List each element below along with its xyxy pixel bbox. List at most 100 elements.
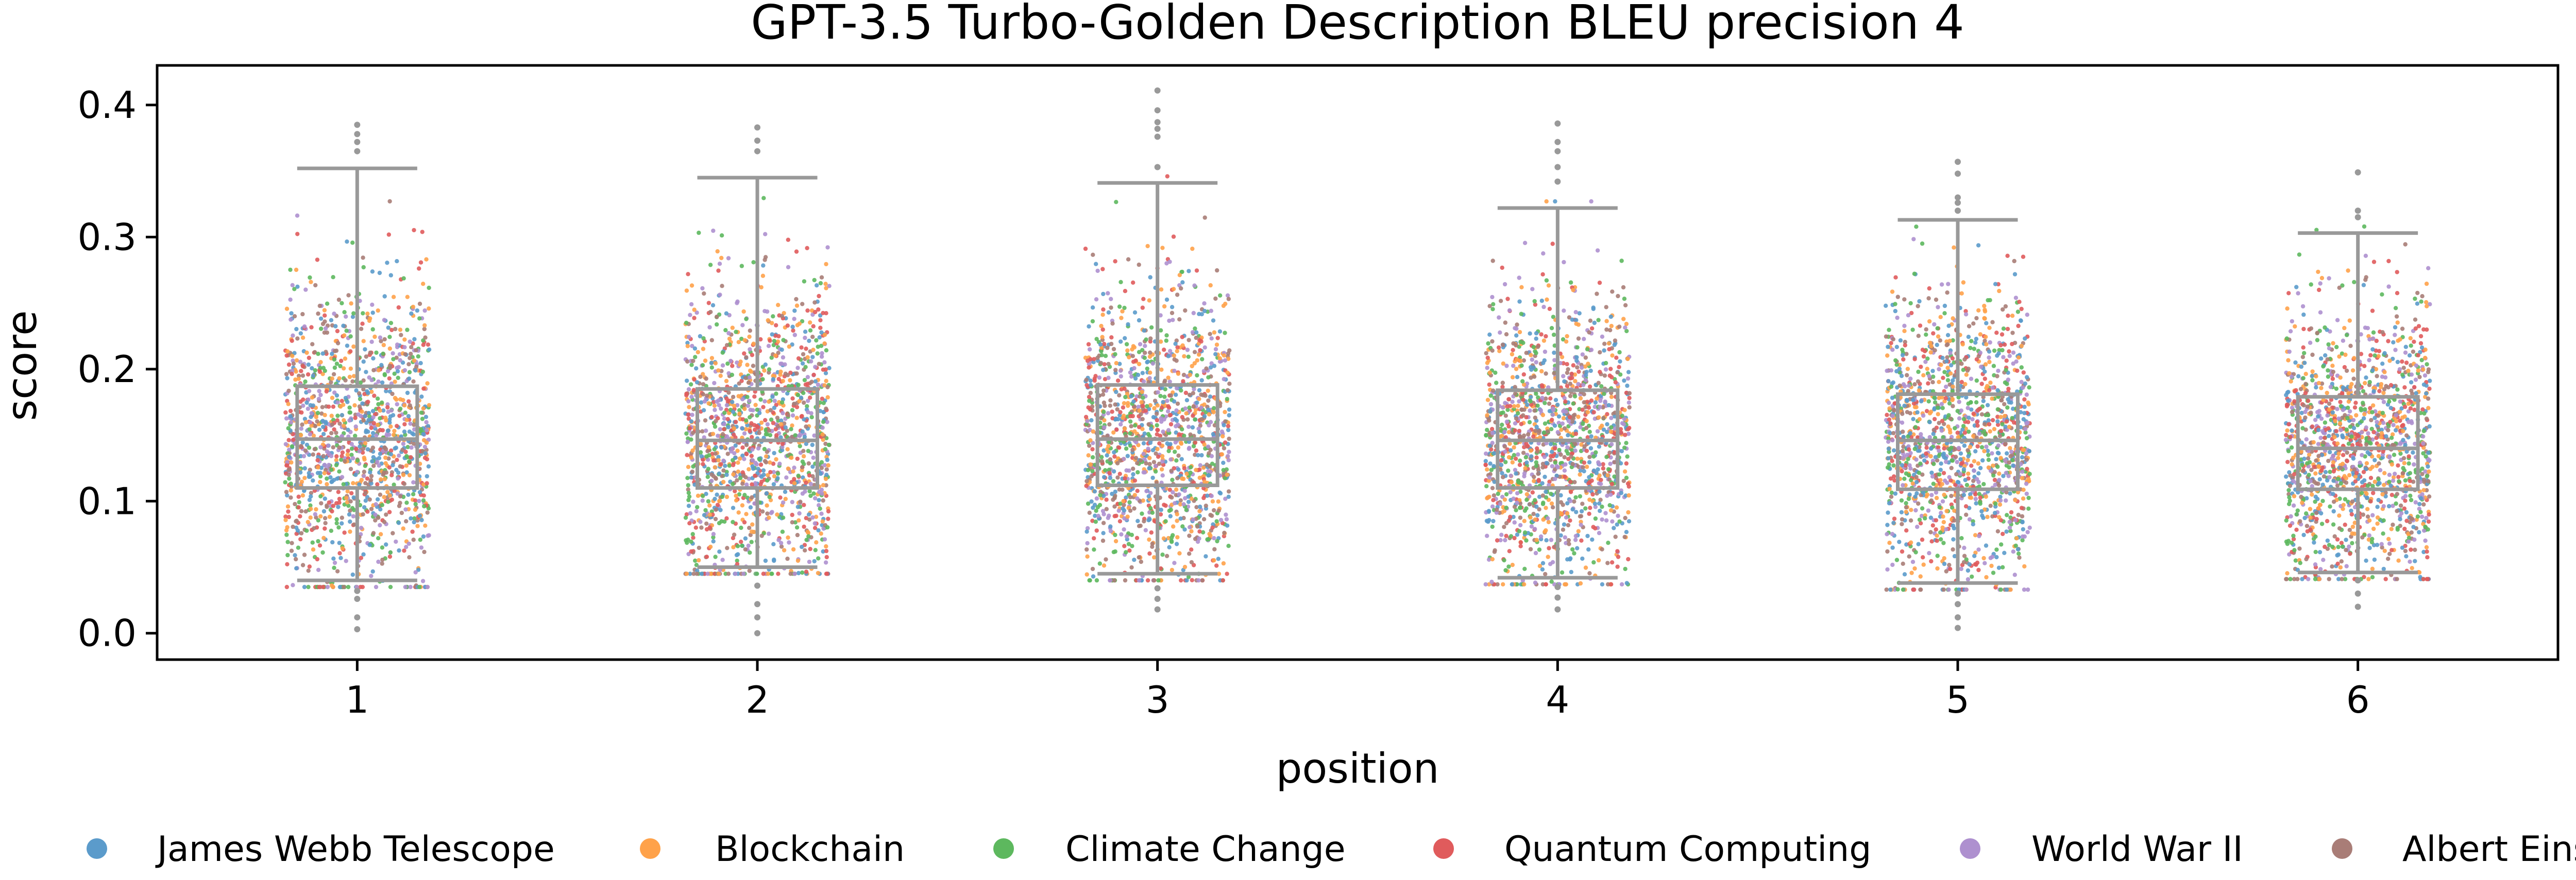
strip-point [293,502,297,507]
strip-point [298,433,303,438]
strip-point [809,379,814,384]
strip-point [375,396,380,401]
strip-point [1180,343,1185,348]
strip-point [1190,246,1195,251]
strip-point [688,511,693,515]
strip-point [806,512,811,517]
strip-point [790,499,795,505]
strip-point [360,409,364,414]
strip-point [1147,466,1151,471]
strip-point [361,552,366,557]
strip-point [704,521,709,526]
strip-point [820,351,824,356]
strip-point [1195,358,1199,363]
strip-point [1212,364,1217,368]
strip-point [706,467,711,471]
strip-point [1107,471,1112,475]
strip-point [1104,557,1108,562]
strip-point [329,479,334,485]
strip-point [768,460,772,465]
strip-point [825,457,830,462]
strip-point [308,420,313,425]
strip-point [1192,361,1197,366]
strip-point [1095,268,1100,273]
strip-point [704,454,709,459]
strip-point [415,518,420,523]
strip-point [810,474,815,479]
strip-point [1110,491,1114,496]
strip-point [334,521,339,526]
strip-point [689,539,693,544]
strip-point [318,494,323,498]
strip-point [1561,374,1566,378]
strip-point [1122,305,1127,310]
strip-point [1487,304,1492,308]
strip-point [1201,486,1206,491]
strip-point [1148,403,1153,408]
strip-point [794,416,799,420]
strip-point [749,454,754,458]
strip-point [1106,444,1111,448]
strip-point [340,475,345,479]
strip-point [315,257,320,262]
strip-point [805,355,810,360]
strip-point [409,345,414,350]
strip-point [1168,393,1174,398]
strip-point [289,311,294,316]
strip-point [686,487,690,492]
strip-point [421,534,426,539]
strip-point [299,479,304,484]
strip-point [408,339,412,344]
strip-point [409,311,414,316]
strip-point [402,368,408,373]
strip-point [1587,497,1592,502]
strip-point [1172,353,1176,358]
strip-point [293,377,298,382]
strip-point [796,383,801,387]
strip-point [335,418,340,423]
strip-point [1206,398,1211,403]
strip-point [1126,542,1131,546]
strip-point [286,468,291,472]
strip-point [1141,498,1145,503]
strip-point [1099,353,1104,357]
strip-point [298,359,303,364]
strip-point [363,441,368,446]
strip-point [684,378,689,383]
strip-point [1141,404,1145,408]
strip-point [1192,387,1196,391]
strip-point [1622,408,1627,412]
strip-point [316,539,320,544]
strip-point [1211,432,1216,437]
strip-point [1128,431,1132,436]
strip-point [697,558,701,563]
strip-point [392,371,397,376]
strip-point [387,335,392,339]
strip-point [1212,536,1216,541]
strip-point [1200,357,1205,361]
strip-point [342,584,346,590]
strip-point [1108,476,1113,480]
strip-point [1621,478,1626,484]
strip-point [1582,392,1586,396]
strip-point [296,376,301,381]
strip-point [755,407,759,412]
strip-point [329,380,333,385]
strip-point [1210,461,1215,466]
strip-point [1147,298,1151,303]
strip-point [1183,496,1188,501]
strip-point [1177,492,1181,497]
strip-point [286,509,291,514]
strip-point [1150,544,1155,549]
strip-point [1166,404,1171,409]
strip-point [1187,269,1191,273]
strip-point [1101,400,1107,405]
strip-point [349,453,354,457]
strip-point [1582,337,1586,341]
strip-point [760,377,765,382]
strip-point [739,336,744,341]
strip-point [1094,496,1099,501]
strip-point [796,473,801,478]
strip-point [384,542,388,547]
strip-point [813,365,818,369]
